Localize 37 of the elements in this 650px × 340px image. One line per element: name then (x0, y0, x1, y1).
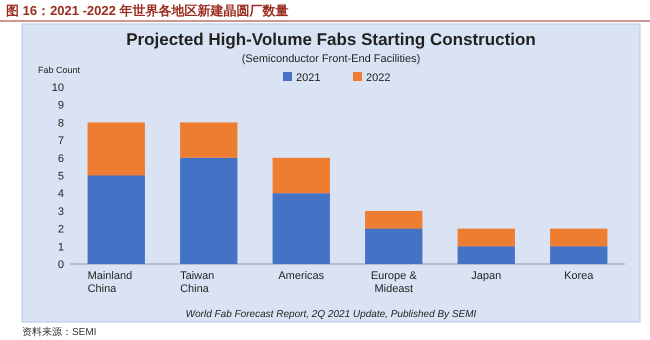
y-tick-label: 6 (58, 152, 64, 165)
bar (88, 122, 145, 176)
legend-label: 2022 (366, 72, 390, 84)
y-tick-label: 9 (58, 100, 64, 112)
chart-title: Projected High-Volume Fabs Starting Construction (126, 30, 536, 49)
y-tick-label: 7 (58, 135, 64, 148)
y-tick-label: 5 (58, 170, 64, 182)
bar (272, 158, 330, 194)
y-tick-label: 1 (58, 241, 64, 254)
text: World Fab Forecast Report, 2Q 2021 Update, Published By SEMI (186, 309, 477, 320)
bar (180, 122, 238, 158)
y-tick-label: 0 (58, 259, 64, 271)
bar (458, 246, 515, 264)
caption: 图 16：2021 -2022 年世界各地区新建晶圆厂数量 (6, 3, 288, 18)
y-tick-label: 2 (58, 224, 64, 236)
x-tick-label: Taiwan China (180, 270, 214, 295)
legend-label: 2021 (296, 72, 320, 84)
bar (180, 158, 238, 264)
x-tick-label: Mainland China (88, 270, 132, 295)
y-tick-label: 3 (58, 206, 64, 218)
text: 资料来源：SEMI (22, 326, 96, 338)
chart-subtitle: (Semiconductor Front-End Facilities) (242, 53, 420, 65)
bar (272, 193, 330, 264)
y-tick-label: 4 (58, 188, 64, 200)
x-tick-label: Americas (278, 270, 325, 282)
y-axis-title: Fab Count (38, 65, 81, 75)
y-tick-label: 8 (58, 117, 64, 130)
y-tick-label: 10 (52, 82, 64, 94)
bar (458, 228, 515, 246)
bar (550, 228, 608, 246)
bar (550, 246, 608, 264)
x-tick-label: Europe & Mideast (370, 270, 418, 295)
x-tick-label: Korea (564, 270, 594, 282)
x-tick-label: Japan (471, 270, 502, 282)
bar (365, 210, 422, 229)
bar (365, 228, 422, 264)
bar (88, 176, 145, 264)
